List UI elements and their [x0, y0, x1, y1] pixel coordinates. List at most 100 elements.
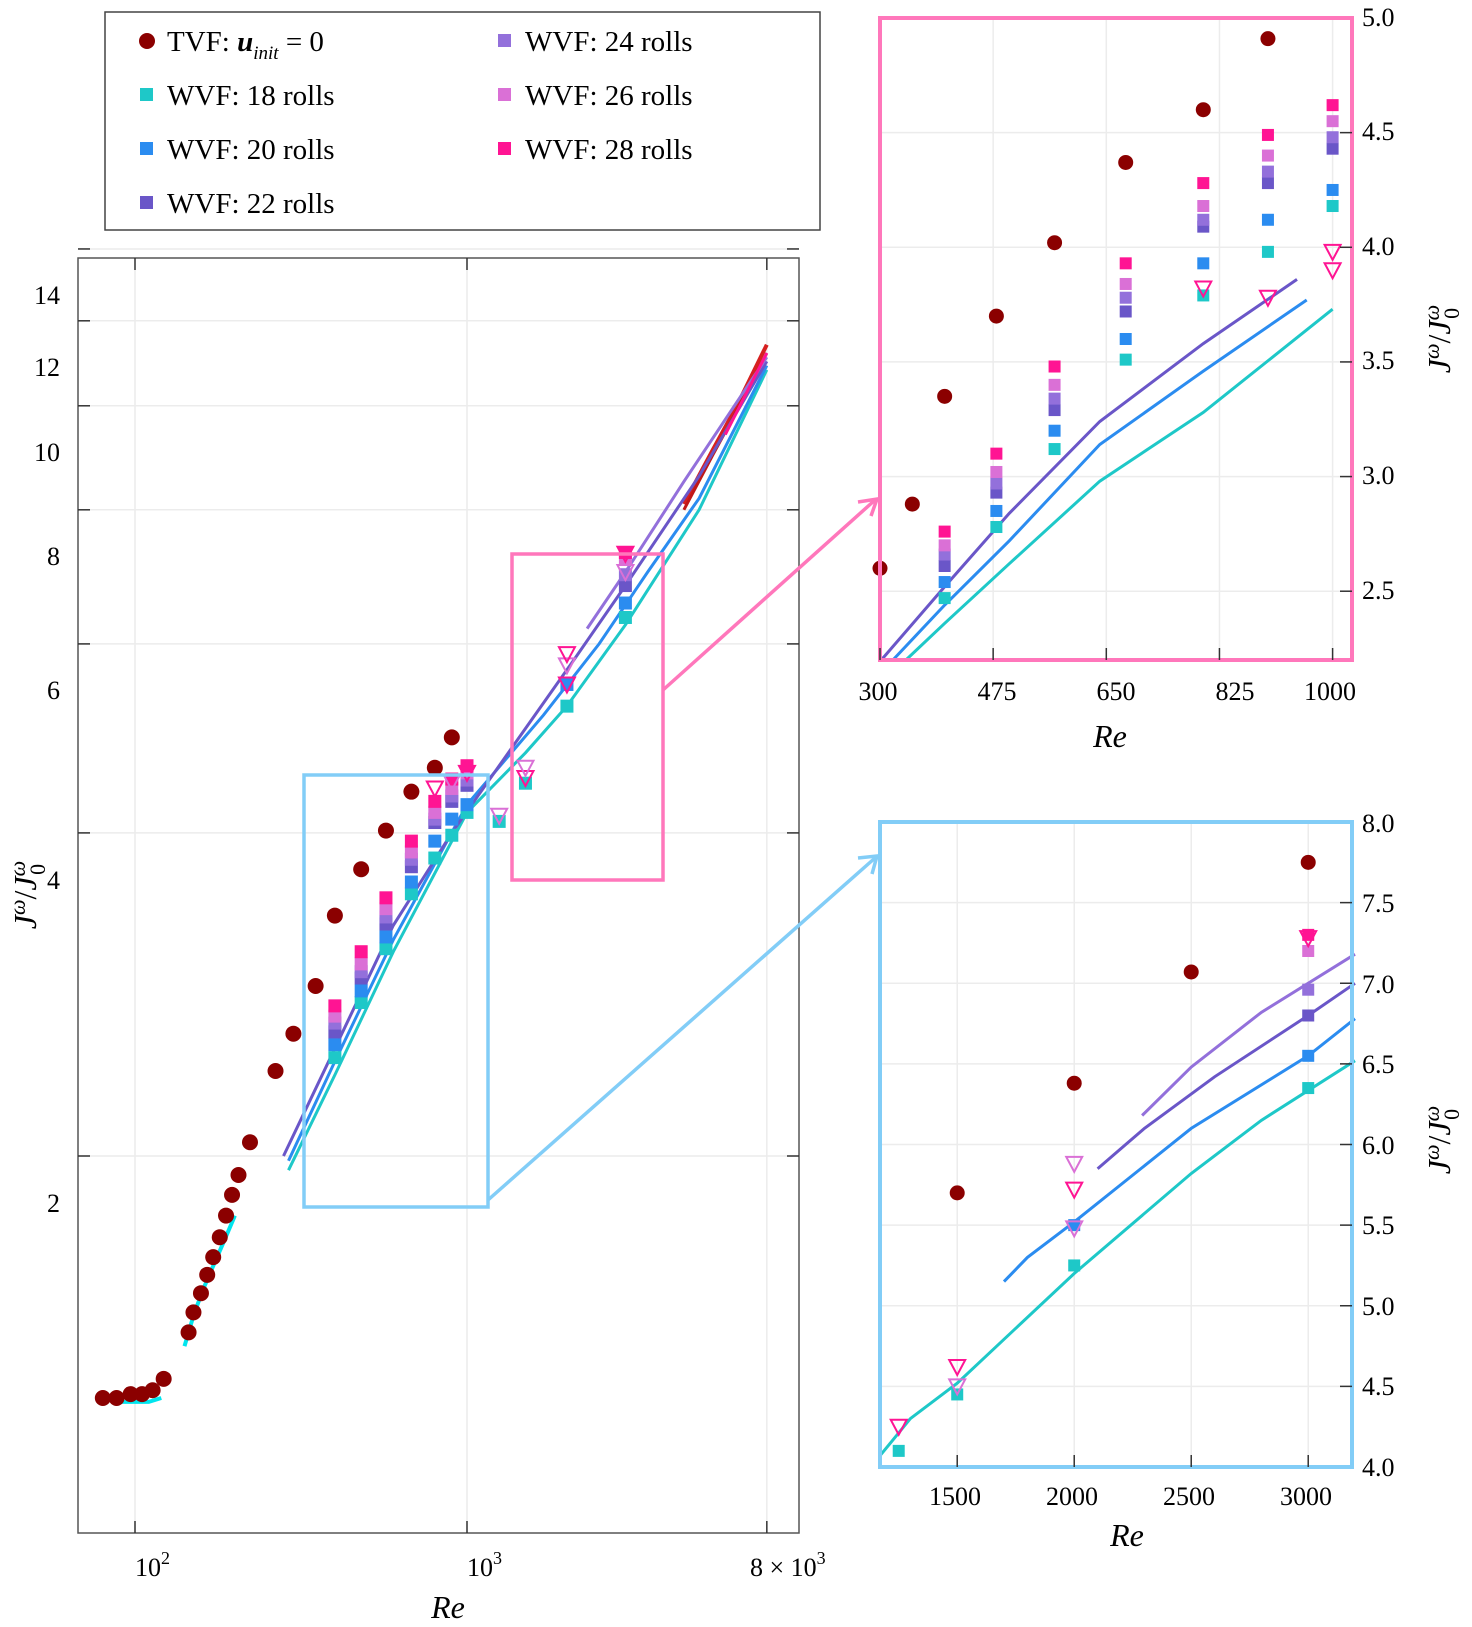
main-grid: [78, 248, 799, 1533]
top-point-wvf26: [1197, 200, 1210, 213]
top-point-wvf28: [990, 447, 1003, 460]
top-point-tvf: [904, 496, 920, 512]
main-point-tvf: [144, 1382, 161, 1399]
top-point-wvf28: [1326, 99, 1339, 112]
main-point-triangle: [515, 770, 536, 789]
top-point-wvf24: [1119, 291, 1132, 304]
main-point-tvf: [180, 1324, 197, 1341]
main-point-wvf18: [379, 942, 393, 956]
bot-point-wvf18: [1068, 1259, 1081, 1272]
bot-xtick-2000: 2000: [1046, 1482, 1098, 1511]
main-point-tvf: [241, 1134, 258, 1151]
top-point-wvf26: [938, 539, 951, 552]
main-point-tvf: [326, 907, 343, 924]
main-xtick-1e3: 103: [467, 1548, 502, 1582]
top-point-wvf22: [938, 559, 951, 572]
bot-ytick-5.0: 5.0: [1362, 1292, 1395, 1321]
main-point-wvf18: [354, 996, 368, 1010]
top-point-wvf24: [1261, 165, 1274, 178]
top-point-tvf: [1118, 154, 1134, 170]
main-ytick-2: 2: [47, 1189, 60, 1218]
main-point-wvf18: [328, 1051, 342, 1065]
main-point-triangle: [557, 646, 577, 665]
top-ytick-3.5: 3.5: [1362, 346, 1395, 375]
bot-ytick-8.0: 8.0: [1362, 809, 1395, 838]
top-point-wvf22: [1261, 177, 1274, 190]
zoom-connector-blue: [486, 853, 880, 1202]
main-plot: 2 4 6 8 10 12 14 102 103 8 × 103 Re Jω/J…: [5, 248, 826, 1625]
bot-ytick-7.5: 7.5: [1362, 889, 1395, 918]
main-point-wvf28: [404, 834, 418, 848]
legend-label-wvf26: WVF: 26 rolls: [525, 80, 693, 112]
bottom-markers: [889, 854, 1318, 1457]
top-point-wvf18: [1261, 245, 1274, 258]
top-point-wvf20: [938, 576, 951, 589]
legend-marker-wvf28: [498, 142, 511, 155]
top-point-wvf22: [1326, 142, 1339, 155]
main-point-tvf: [218, 1207, 235, 1224]
legend-marker-wvf22: [140, 196, 153, 209]
main-point-tvf: [230, 1167, 247, 1184]
legend-marker-wvf20: [140, 142, 153, 155]
main-point-wvf20: [618, 596, 632, 610]
main-point-triangle: [489, 807, 509, 826]
top-point-tvf: [1047, 235, 1063, 251]
legend-marker-wvf24: [498, 34, 511, 47]
top-point-wvf24: [938, 548, 951, 561]
main-point-tvf: [185, 1304, 202, 1321]
top-point-wvf28: [1119, 257, 1132, 270]
top-point-tvf: [937, 388, 953, 404]
bottom-inset: 1500 2000 2500 3000 Re 4.0 4.5 5.0 5.5 6…: [878, 809, 1464, 1553]
main-point-tvf: [108, 1390, 125, 1407]
top-inset-bg: [880, 18, 1352, 660]
main-point-wvf28: [328, 999, 342, 1013]
bot-point-wvf18: [1302, 1082, 1315, 1095]
main-point-wvf20: [354, 984, 368, 998]
main-point-wvf18: [428, 851, 442, 865]
top-xtick-1000: 1000: [1304, 677, 1356, 706]
main-point-tvf: [199, 1266, 216, 1283]
main-point-wvf18: [404, 887, 418, 901]
main-point-tvf: [267, 1063, 284, 1080]
bot-point-triangle: [1064, 1155, 1084, 1174]
main-point-wvf20: [328, 1038, 342, 1052]
main-point-wvf20: [445, 812, 459, 826]
bot-ytick-5.5: 5.5: [1362, 1211, 1395, 1240]
bot-point-wvf18: [892, 1444, 905, 1457]
main-point-tvf: [205, 1249, 222, 1266]
top-point-wvf20: [1197, 257, 1210, 270]
main-markers: [94, 545, 636, 1407]
top-point-wvf28: [1048, 360, 1061, 373]
main-point-wvf26: [379, 902, 393, 916]
bot-point-wvf26: [1302, 945, 1315, 957]
top-point-wvf26: [1048, 378, 1061, 391]
bot-line-wvf22: [1096, 982, 1356, 1170]
main-point-triangle: [515, 759, 536, 778]
main-ytick-12: 12: [34, 353, 60, 382]
top-point-tvf: [988, 308, 1004, 324]
main-line-wvf20: [287, 364, 769, 1162]
main-point-wvf18: [618, 610, 632, 624]
top-ytick-5.0: 5.0: [1362, 3, 1395, 32]
top-point-tvf: [1260, 31, 1276, 47]
main-line-wvf18: [287, 369, 769, 1171]
zoom-connector-pink: [661, 496, 880, 692]
top-point-wvf24: [1326, 131, 1339, 144]
main-point-wvf18: [445, 828, 459, 842]
main-point-tvf: [353, 861, 370, 878]
top-point-wvf18: [938, 592, 951, 605]
bottom-lines: [878, 952, 1356, 1457]
main-xtick-1e2: 102: [135, 1548, 170, 1582]
main-point-wvf28: [354, 945, 368, 959]
top-point-triangle: [1193, 280, 1213, 299]
main-point-tvf: [403, 783, 420, 800]
bot-xtick-2500: 2500: [1163, 1482, 1215, 1511]
top-point-wvf22: [1048, 404, 1061, 417]
bot-point-triangle: [1064, 1181, 1084, 1200]
bottom-ticks: [956, 901, 1352, 1467]
top-point-wvf24: [1048, 392, 1061, 405]
main-point-wvf20: [460, 798, 474, 812]
main-ticks: [78, 248, 799, 1533]
top-point-triangle: [1258, 289, 1278, 308]
